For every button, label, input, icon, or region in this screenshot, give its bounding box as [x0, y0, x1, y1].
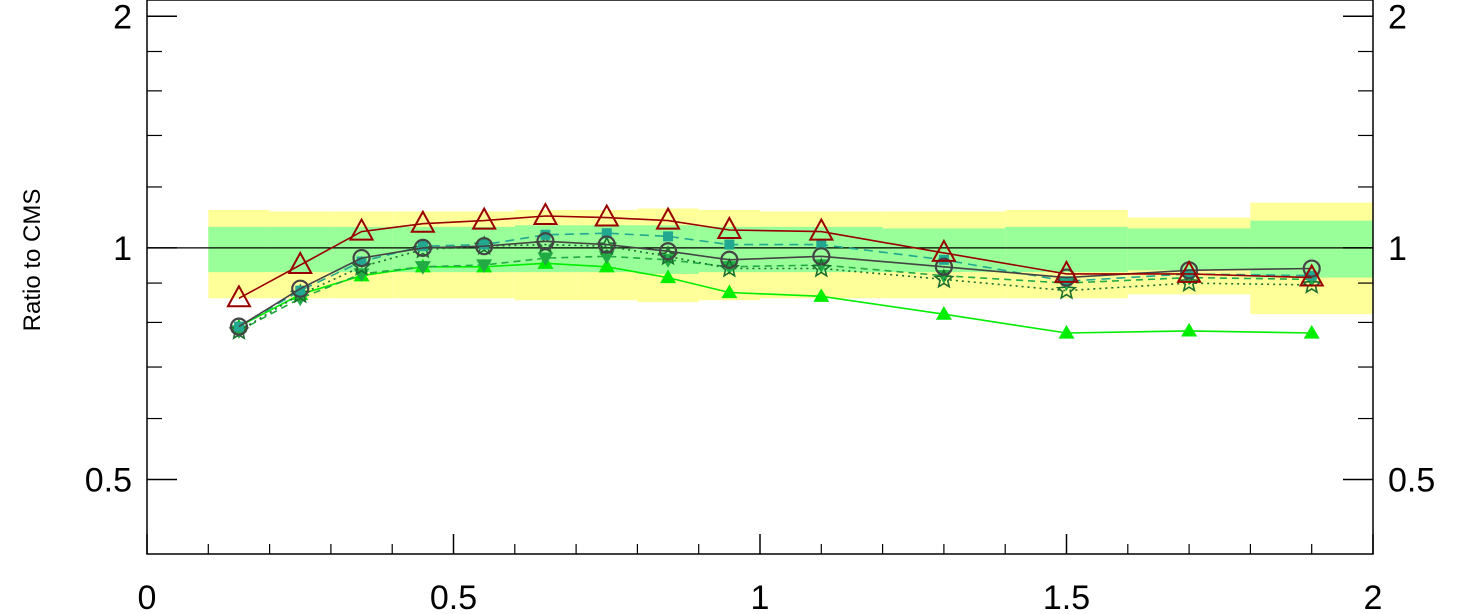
x-tick-label: 0.5 [430, 579, 477, 614]
series-marker [810, 257, 832, 278]
series-marker [1181, 322, 1198, 337]
series-marker [1176, 259, 1202, 283]
series-line [238, 255, 1312, 332]
series-marker [540, 229, 551, 240]
series-marker [934, 257, 954, 276]
y-tick-label-right: 2 [1388, 0, 1407, 36]
series-line [238, 215, 1312, 300]
series-line [238, 240, 1312, 328]
series-marker [935, 306, 952, 320]
series-marker [475, 237, 494, 256]
series-marker [537, 252, 554, 267]
series-marker [1055, 279, 1078, 300]
green-band-segment [1250, 220, 1373, 278]
series-marker [348, 217, 375, 241]
series-marker [226, 284, 252, 308]
series-marker [598, 258, 615, 273]
series-marker [291, 279, 310, 298]
series-marker [1303, 325, 1320, 339]
series-marker [417, 241, 428, 252]
series-marker [352, 248, 371, 268]
series-marker [1302, 259, 1321, 278]
series-marker [287, 250, 313, 275]
axes: 0 0.5 1 1.5 2 0.5 0.5 1 1 2 2 [85, 0, 1436, 614]
series-marker [1058, 325, 1075, 339]
series-marker [658, 242, 678, 261]
series-marker [1178, 272, 1200, 293]
series-marker [601, 228, 612, 239]
series-marker [716, 215, 743, 239]
series-marker [724, 239, 735, 250]
series-marker [479, 239, 490, 250]
series-marker [933, 268, 955, 289]
series-marker [1301, 273, 1323, 294]
series-marker [808, 217, 834, 241]
series-line [238, 262, 1312, 334]
series-marker [655, 206, 681, 230]
series-marker [532, 201, 559, 226]
x-tick-label: 0 [138, 579, 157, 614]
series-marker [813, 288, 830, 302]
y-tick-label-right: 0.5 [1388, 461, 1435, 499]
series-marker [536, 232, 555, 251]
y-tick-label-left: 2 [113, 0, 132, 36]
series-marker [410, 209, 436, 233]
series-marker [720, 250, 739, 269]
series-marker [412, 238, 434, 259]
series-marker [721, 284, 738, 299]
y-tick-label-right: 1 [1388, 230, 1407, 268]
series-marker [660, 269, 677, 284]
green-band-segment [208, 226, 270, 273]
series-marker [663, 231, 674, 242]
y-axis-label: Ratio to CMS [19, 189, 46, 332]
series-marker [229, 317, 249, 336]
series-line [238, 243, 1312, 332]
series-marker [816, 239, 827, 250]
series-marker [596, 235, 618, 256]
green-band-segment [1005, 226, 1128, 273]
series-marker [1299, 263, 1325, 287]
series-marker [295, 285, 306, 296]
y-tick-label-left: 0.5 [85, 461, 132, 499]
series-marker [414, 261, 431, 275]
series-marker [476, 259, 493, 274]
series-marker [812, 247, 831, 266]
series-marker [413, 238, 432, 257]
series-marker [597, 235, 616, 254]
x-tick-label: 1.5 [1043, 579, 1090, 614]
series-marker [598, 250, 615, 265]
series-line [238, 232, 1312, 328]
x-tick-label: 1 [751, 579, 770, 614]
series-marker [931, 238, 957, 262]
x-tick-label: 2 [1364, 579, 1383, 614]
y-tick-label-left: 1 [113, 230, 132, 268]
series-marker [1053, 259, 1080, 283]
series-marker [594, 203, 620, 227]
green-band-segment [882, 228, 1006, 273]
series-marker [356, 256, 367, 267]
series-layer [226, 201, 1325, 340]
series-marker [471, 206, 497, 230]
uncertainty-bands [208, 202, 1373, 315]
series-6 [226, 201, 1325, 308]
green-band-segment [1127, 228, 1251, 271]
